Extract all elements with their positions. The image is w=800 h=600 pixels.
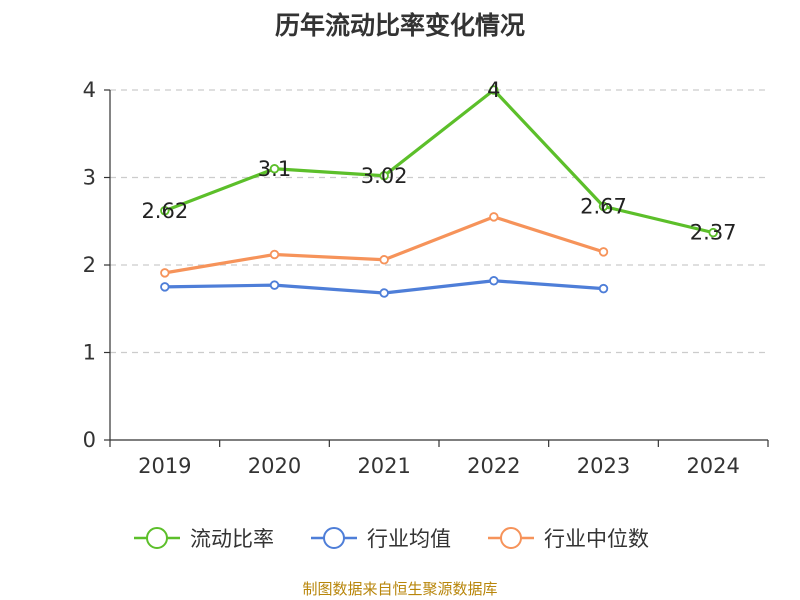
data-point-current-ratio	[489, 85, 499, 95]
legend-item-industry-median[interactable]: 行业中位数	[486, 520, 649, 556]
y-tick-label: 0	[83, 428, 96, 452]
data-label: 3.1	[258, 157, 291, 181]
y-tick-label: 1	[83, 341, 96, 365]
data-label: 2.62	[141, 199, 188, 223]
data-point-industry-mean	[379, 288, 389, 298]
y-tick-label: 4	[83, 78, 96, 102]
legend: 流动比率 行业均值 行业中位数	[0, 520, 800, 556]
legend-label-current-ratio: 流动比率	[190, 527, 274, 551]
x-tick-label: 2020	[248, 454, 301, 478]
series-current-ratio	[160, 85, 718, 238]
data-point-industry-mean	[598, 283, 609, 294]
legend-item-current-ratio[interactable]: 流动比率	[132, 520, 274, 556]
data-point-industry-median	[160, 268, 170, 278]
data-point-industry-median	[269, 249, 280, 260]
data-point-industry-mean	[269, 280, 280, 290]
source-note: 制图数据来自恒生聚源数据库	[302, 580, 498, 598]
y-tick-label: 2	[83, 253, 96, 277]
data-label: 4	[487, 78, 500, 102]
series-industry-mean	[160, 276, 609, 298]
legend-label-industry-mean: 行业均值	[367, 527, 451, 551]
data-point-industry-mean	[489, 276, 499, 286]
x-tick-label: 2019	[138, 454, 191, 478]
data-point-industry-median	[598, 247, 609, 257]
legend-marker-industry-median	[488, 527, 534, 549]
data-point-current-ratio	[708, 227, 718, 238]
data-point-current-ratio	[269, 164, 280, 174]
data-point-industry-median	[489, 212, 499, 222]
series-industry-median	[160, 212, 609, 278]
data-label: 2.67	[580, 194, 627, 218]
data-label: 2.37	[690, 221, 737, 245]
data-label: 3.02	[361, 164, 408, 188]
legend-marker-current-ratio	[134, 527, 180, 549]
series-line-current-ratio	[164, 88, 714, 235]
chart-title: 历年流动比率变化情况	[274, 11, 525, 40]
series-line-industry-median	[164, 215, 604, 275]
y-tick-label: 3	[83, 166, 96, 190]
legend-label-industry-median: 行业中位数	[544, 527, 649, 551]
data-point-current-ratio	[160, 206, 170, 216]
x-tick-label: 2024	[686, 454, 739, 478]
legend-marker-industry-mean	[311, 527, 357, 549]
x-tick-label: 2022	[467, 454, 520, 478]
data-point-industry-median	[379, 255, 389, 265]
data-point-current-ratio	[379, 171, 389, 181]
x-tick-label: 2021	[357, 454, 410, 478]
x-tick-label: 2023	[577, 454, 630, 478]
legend-item-industry-mean[interactable]: 行业均值	[309, 520, 451, 556]
data-point-industry-mean	[160, 282, 170, 292]
data-point-current-ratio	[598, 201, 609, 212]
